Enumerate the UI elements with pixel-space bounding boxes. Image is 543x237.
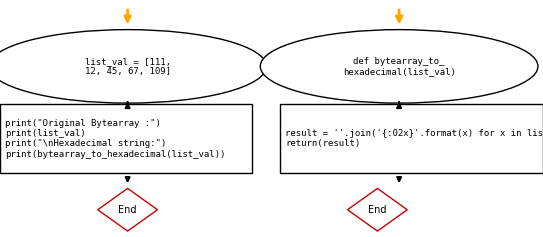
Text: result = ''.join('{:02x}'.format(x) for x in list_val)
return(result): result = ''.join('{:02x}'.format(x) for …	[285, 129, 543, 148]
Text: def bytearray_to_
hexadecimal(list_val): def bytearray_to_ hexadecimal(list_val)	[343, 57, 456, 76]
Bar	[0, 104, 252, 173]
Ellipse shape	[260, 30, 538, 103]
Text: list_val = [111,
12, 45, 67, 109]: list_val = [111, 12, 45, 67, 109]	[85, 57, 171, 76]
Polygon shape	[98, 188, 157, 231]
Polygon shape	[348, 188, 407, 231]
Text: End: End	[118, 205, 137, 215]
Bar	[280, 104, 543, 173]
Ellipse shape	[0, 30, 267, 103]
Text: End: End	[368, 205, 387, 215]
Text: print("Original Bytearray :")
print(list_val)
print("\nHexadecimal string:")
pri: print("Original Bytearray :") print(list…	[5, 118, 226, 159]
